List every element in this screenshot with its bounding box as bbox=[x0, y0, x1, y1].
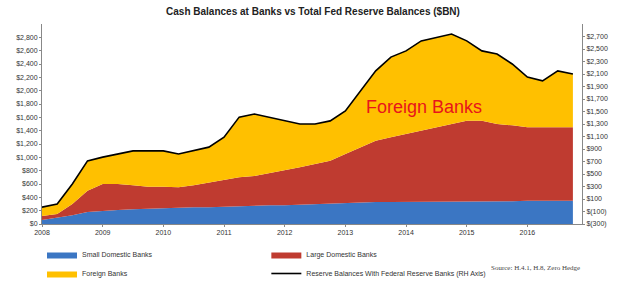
svg-text:$2,600: $2,600 bbox=[16, 47, 38, 54]
svg-text:2009: 2009 bbox=[95, 229, 111, 236]
svg-text:$300: $300 bbox=[586, 183, 602, 190]
svg-text:$1,700: $1,700 bbox=[586, 95, 608, 102]
svg-text:$1,400: $1,400 bbox=[16, 127, 38, 134]
svg-text:$400: $400 bbox=[22, 194, 38, 201]
svg-text:$2,400: $2,400 bbox=[16, 60, 38, 67]
svg-text:$1,800: $1,800 bbox=[16, 100, 38, 107]
svg-text:Cash Balances at Banks vs Tota: Cash Balances at Banks vs Total Fed Rese… bbox=[166, 6, 460, 17]
svg-text:2011: 2011 bbox=[216, 229, 231, 236]
svg-text:Reserve Balances With Federal: Reserve Balances With Federal Reserve Ba… bbox=[306, 270, 485, 278]
svg-text:$1,300: $1,300 bbox=[586, 120, 608, 127]
svg-text:$(300): $(300) bbox=[586, 220, 606, 228]
svg-text:$2,800: $2,800 bbox=[16, 34, 38, 41]
svg-text:$600: $600 bbox=[22, 180, 38, 187]
svg-text:$2,200: $2,200 bbox=[16, 74, 38, 81]
svg-text:Large Domestic Banks: Large Domestic Banks bbox=[306, 251, 377, 259]
svg-text:$500: $500 bbox=[586, 170, 602, 177]
svg-text:$700: $700 bbox=[586, 158, 602, 165]
svg-text:Foreign Banks: Foreign Banks bbox=[366, 97, 482, 117]
svg-text:$1,200: $1,200 bbox=[16, 140, 38, 147]
svg-text:2010: 2010 bbox=[156, 229, 172, 236]
svg-text:$900: $900 bbox=[586, 145, 602, 152]
svg-text:2015: 2015 bbox=[459, 229, 475, 236]
svg-text:$2,700: $2,700 bbox=[586, 33, 608, 40]
svg-text:Source: H.4.1, H.8, Zero Hedge: Source: H.4.1, H.8, Zero Hedge bbox=[491, 264, 580, 272]
svg-text:$0: $0 bbox=[30, 220, 38, 227]
svg-text:$2,500: $2,500 bbox=[586, 45, 608, 52]
svg-text:Foreign Banks: Foreign Banks bbox=[82, 270, 128, 278]
svg-text:$200: $200 bbox=[22, 207, 38, 214]
svg-text:$800: $800 bbox=[22, 167, 38, 174]
svg-text:$2,300: $2,300 bbox=[586, 58, 608, 65]
svg-text:$1,100: $1,100 bbox=[586, 133, 608, 140]
svg-text:Small Domestic Banks: Small Domestic Banks bbox=[82, 251, 153, 258]
svg-text:2016: 2016 bbox=[520, 229, 536, 236]
svg-text:$2,100: $2,100 bbox=[586, 70, 608, 77]
svg-text:$1,600: $1,600 bbox=[16, 114, 38, 121]
svg-text:2012: 2012 bbox=[277, 229, 293, 236]
svg-text:$(100): $(100) bbox=[586, 208, 606, 216]
svg-text:2008: 2008 bbox=[34, 229, 50, 236]
svg-text:$1,000: $1,000 bbox=[16, 154, 38, 161]
svg-text:2013: 2013 bbox=[338, 229, 354, 236]
svg-text:$2,000: $2,000 bbox=[16, 87, 38, 94]
svg-text:2014: 2014 bbox=[398, 229, 414, 236]
svg-text:$100: $100 bbox=[586, 195, 602, 202]
svg-text:$1,500: $1,500 bbox=[586, 108, 608, 115]
svg-text:$1,900: $1,900 bbox=[586, 83, 608, 90]
